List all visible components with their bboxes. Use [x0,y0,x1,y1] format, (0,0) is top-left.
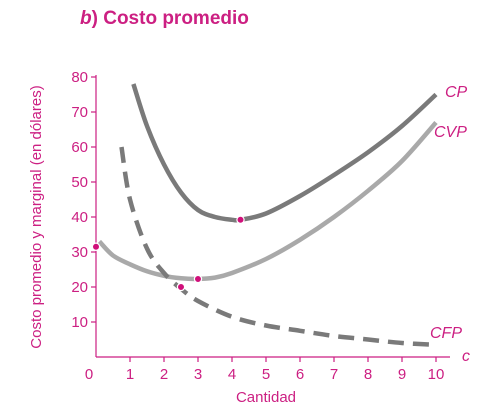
series-line-cvp [97,121,438,282]
axes-layer [95,75,450,358]
data-point [91,242,101,251]
chart-part-label: b [80,8,92,29]
series-label-cp: CP [445,84,468,101]
y-tick-label: 30 [71,244,88,261]
series-label-cvp: CVP [434,124,467,141]
curve-layer [97,83,438,348]
x-axis-end-label: c [462,348,470,365]
x-tick-label: 2 [160,366,168,383]
x-tick-label: 5 [262,366,270,383]
x-tick-label: 1 [126,366,134,383]
y-tick-label: 50 [71,174,88,191]
tick-layer: 10 20 30 40 50 60 70 80 0 1 2 3 4 5 6 7 8 9 10 [71,69,444,383]
y-tick-label: 60 [71,139,88,156]
series-label-layer: CP CVP CFP [430,84,468,342]
x-tick-label: 7 [330,366,338,383]
series-label-cfp: CFP [430,325,462,342]
data-point [236,215,245,224]
x-tick-label: 9 [398,366,406,383]
point-layer [91,215,245,292]
y-tick-label: 80 [71,69,88,86]
series-line-cp [131,83,438,223]
y-axis-label: Costo promedio y marginal (en dólares) [28,85,45,348]
data-point [193,274,203,284]
chart-title-text: Costo promedio [103,8,249,29]
chart-title: b) Costo promedio [80,8,249,30]
y-tick-label: 40 [71,209,88,226]
x-axis-label: Cantidad [236,389,296,406]
x-tick-label: 0 [85,366,93,383]
x-tick-label: 4 [228,366,236,383]
y-tick-label: 10 [71,314,88,331]
x-tick-label: 3 [194,366,202,383]
data-point [176,282,186,292]
y-tick-label: 70 [71,104,88,121]
x-tick-label: 8 [364,366,372,383]
series-line-cfp [119,146,437,348]
x-tick-label: 6 [296,366,304,383]
x-tick-label: 10 [428,366,445,383]
y-tick-label: 20 [71,279,88,296]
chart-part-paren: ) [91,8,98,29]
